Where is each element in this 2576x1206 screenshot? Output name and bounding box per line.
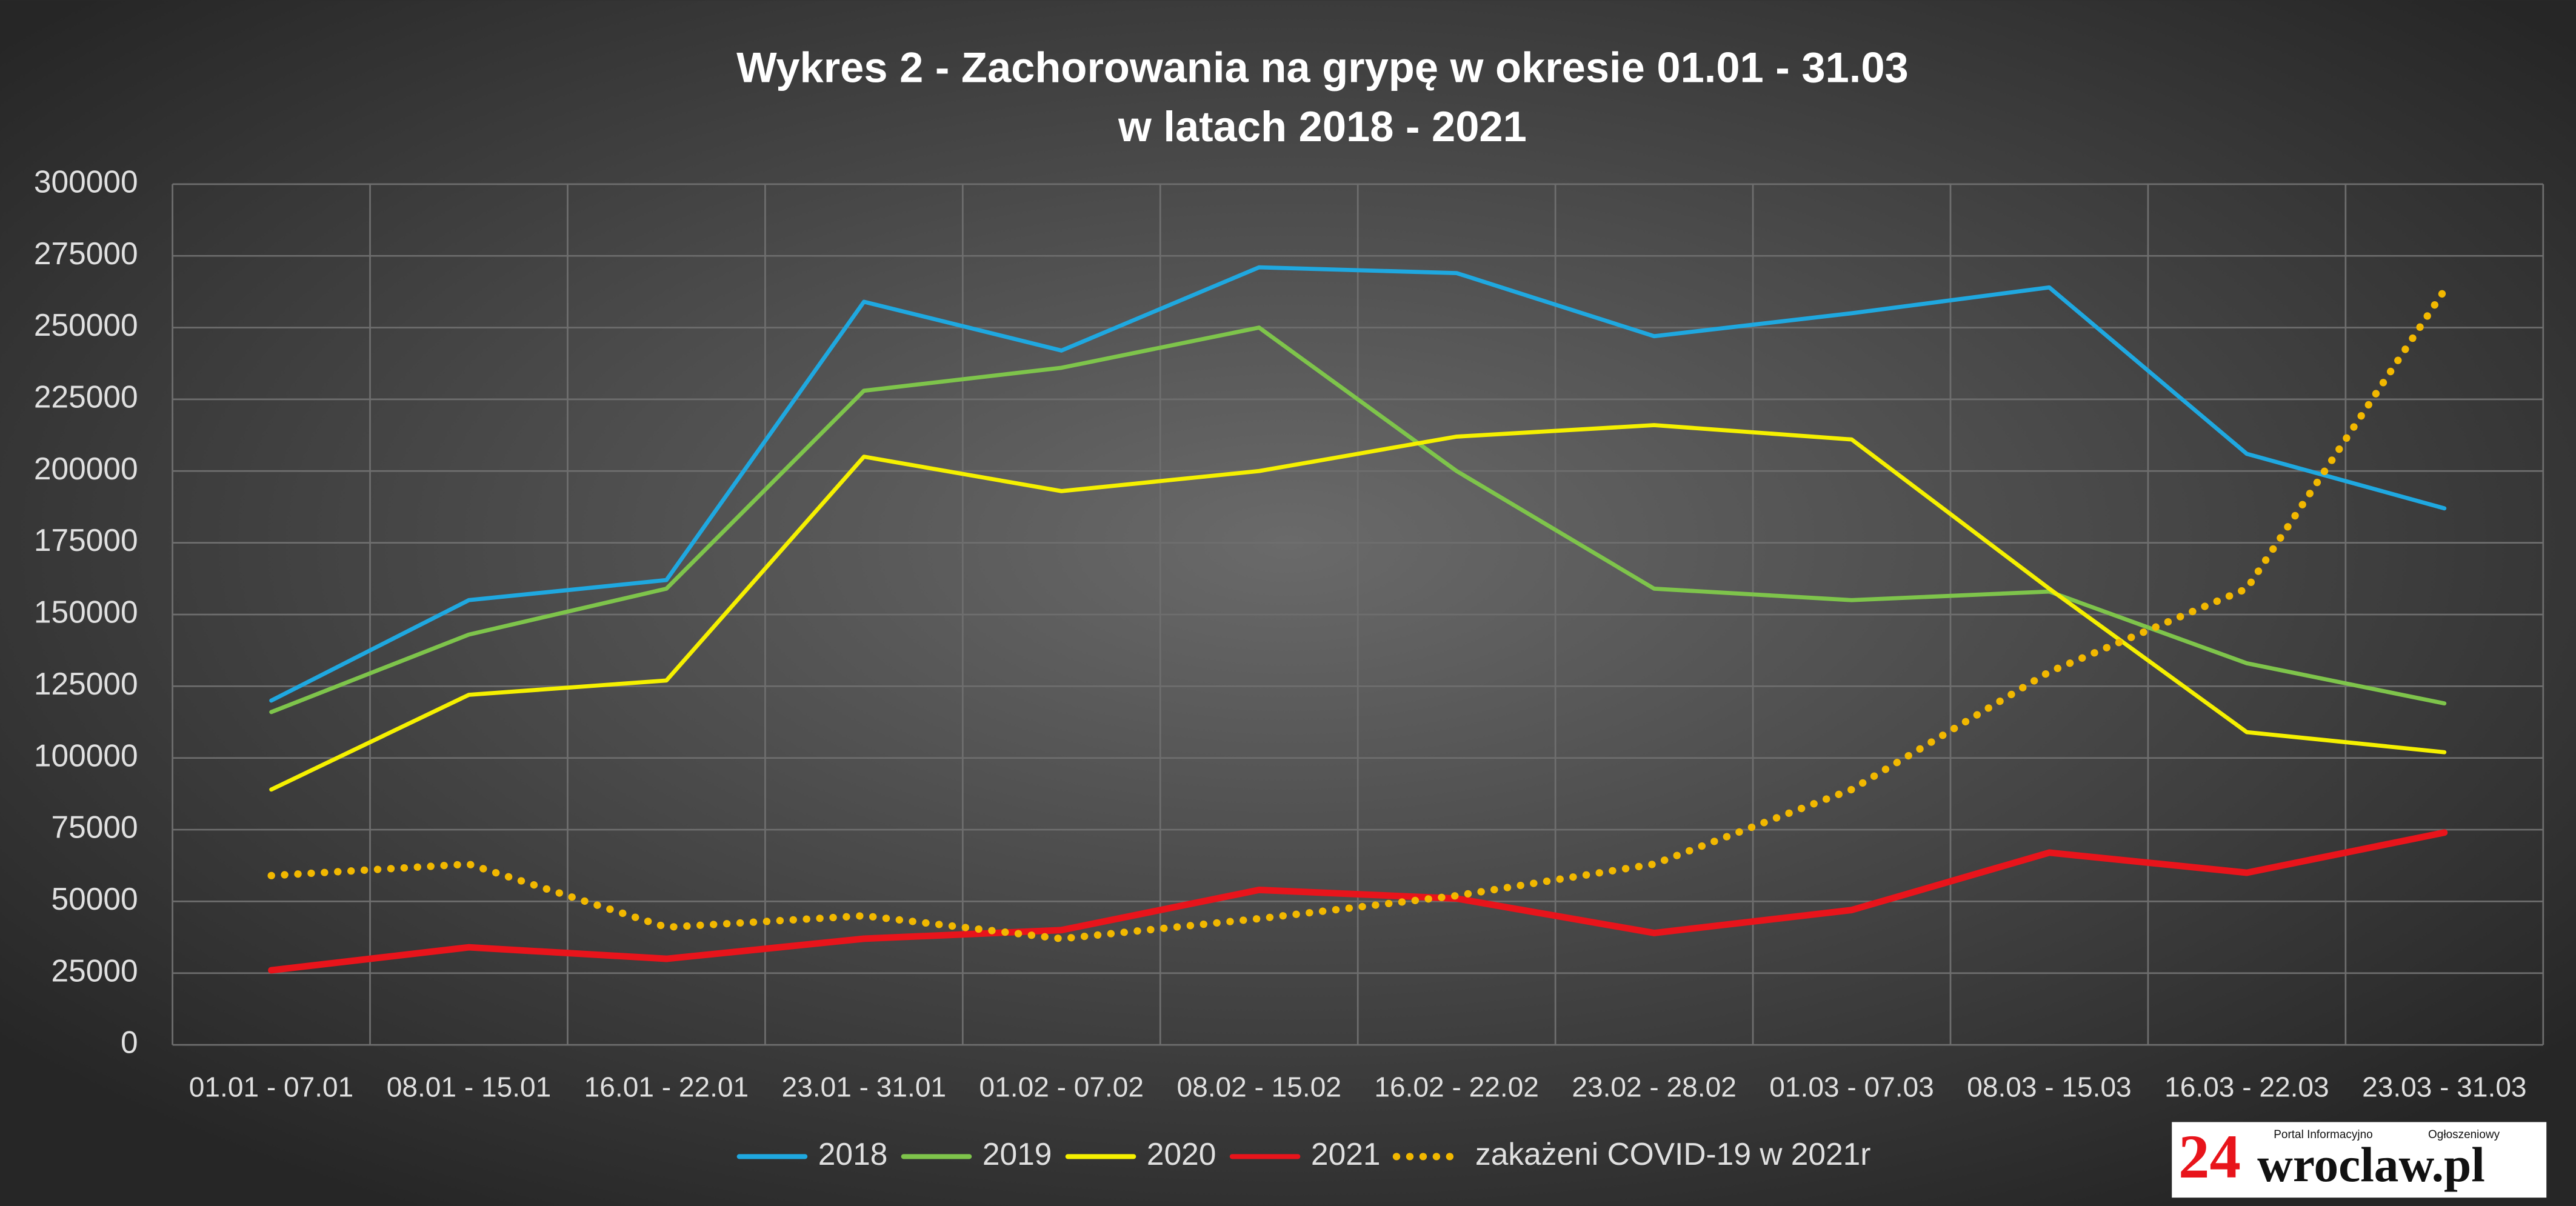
logo-box [2172, 1122, 2547, 1198]
x-tick-label: 08.03 - 15.03 [1967, 1071, 2131, 1102]
series-line [269, 265, 2447, 703]
y-tick-label: 200000 [34, 451, 138, 486]
x-tick-label: 01.02 - 07.02 [979, 1071, 1144, 1102]
y-tick-label: 225000 [34, 379, 138, 415]
x-tick-label: 16.02 - 22.02 [1374, 1071, 1538, 1102]
chart-title: Wykres 2 - Zachorowania na grypę w okres… [736, 43, 1909, 91]
y-tick-label: 50000 [52, 881, 138, 916]
y-tick-label: 0 [121, 1025, 138, 1060]
x-tick-label: 08.01 - 15.01 [387, 1071, 551, 1102]
legend-label: 2020 [1147, 1136, 1216, 1171]
y-tick-label: 275000 [34, 236, 138, 271]
series-line [267, 286, 2448, 943]
y-tick-label: 125000 [34, 666, 138, 701]
series-line [269, 423, 2447, 792]
legend-label: 2018 [818, 1136, 888, 1171]
legend: 2018 2019 2020 2021 zakażeni COVID-19 w 2021… [736, 1136, 1870, 1171]
x-tick-label: 08.02 - 15.02 [1176, 1071, 1341, 1102]
x-tick-label: 23.03 - 31.03 [2362, 1071, 2526, 1102]
y-tick-label: 75000 [52, 810, 138, 845]
y-tick-label: 150000 [34, 595, 138, 630]
logo-number: 24 [2178, 1122, 2241, 1191]
y-tick-label: 100000 [34, 738, 138, 773]
x-tick-label: 16.03 - 22.03 [2164, 1071, 2329, 1102]
x-tick-label: 23.02 - 28.02 [1572, 1071, 1736, 1102]
x-tick-label: 23.01 - 31.01 [782, 1071, 946, 1102]
y-tick-label: 300000 [34, 164, 138, 199]
x-tick-label: 01.03 - 07.03 [1769, 1071, 1934, 1102]
logo-name: wroclaw.pl [2257, 1138, 2485, 1192]
logo-tag: Portal Informacyjno [2274, 1128, 2372, 1141]
y-tick-label: 25000 [52, 953, 138, 988]
logo-tag: Ogłoszeniowy [2428, 1128, 2500, 1141]
y-tick-label: 250000 [34, 307, 138, 342]
y-tick-label: 175000 [34, 522, 138, 558]
logo: 24 wroclaw.pl Portal Informacyjno Ogłosz… [2172, 1122, 2547, 1198]
x-tick-label: 01.01 - 07.01 [189, 1071, 353, 1102]
legend-label: 2019 [983, 1136, 1052, 1171]
chart-title: w latach 2018 - 2021 [1118, 102, 1527, 150]
series-line [269, 325, 2447, 715]
x-tick-label: 16.01 - 22.01 [584, 1071, 749, 1102]
legend-label: zakażeni COVID-19 w 2021r [1475, 1136, 1870, 1171]
legend-label: 2021 [1311, 1136, 1381, 1171]
series-line [268, 829, 2448, 974]
